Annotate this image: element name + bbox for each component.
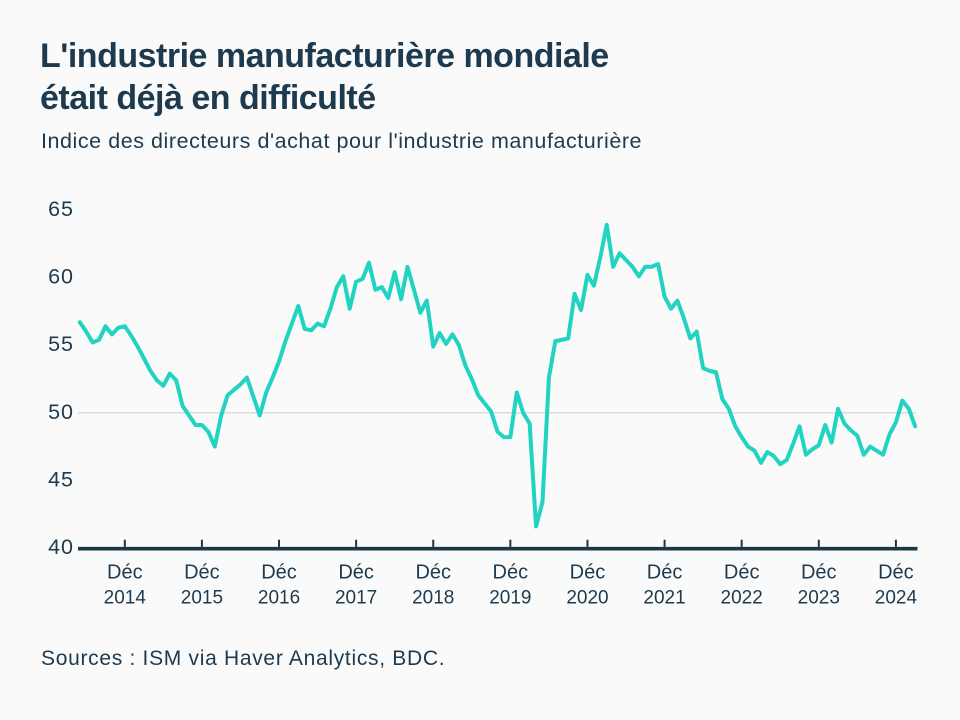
x-axis-label-month-2016: Déc — [261, 562, 297, 584]
x-axis-label-month-2020: Déc — [570, 562, 606, 584]
x-axis-label-month-2015: Déc — [184, 562, 220, 584]
x-axis-label-year-2015: 2015 — [181, 588, 223, 609]
y-axis-label-60: 60 — [48, 265, 74, 289]
x-axis-label-year-2016: 2016 — [258, 588, 300, 609]
chart-title-line2: était déjà en difficulté — [40, 78, 376, 117]
x-axis-label-year-2014: 2014 — [104, 588, 147, 609]
x-axis-label-month-2023: Déc — [801, 562, 837, 584]
x-axis-label-month-2019: Déc — [493, 562, 529, 584]
x-axis-label-year-2018: 2018 — [412, 588, 454, 609]
x-axis-label-year-2024: 2024 — [875, 588, 918, 609]
y-axis-label-45: 45 — [48, 467, 74, 491]
x-axis-label-year-2017: 2017 — [335, 588, 377, 609]
x-axis-label-year-2020: 2020 — [566, 588, 608, 609]
source-note: Sources : ISM via Haver Analytics, BDC. — [41, 647, 446, 670]
chart-subtitle: Indice des directeurs d'achat pour l'ind… — [41, 129, 643, 153]
x-axis-label-year-2019: 2019 — [489, 588, 531, 609]
x-axis-label-month-2024: Déc — [878, 562, 914, 584]
x-axis-label-year-2021: 2021 — [643, 588, 685, 609]
x-axis-label-year-2022: 2022 — [721, 588, 763, 609]
chart-title: L'industrie manufacturière mondiale était… — [40, 36, 609, 119]
y-axis-label-55: 55 — [48, 332, 74, 356]
x-axis-label-month-2014: Déc — [107, 562, 143, 584]
y-axis-label-65: 65 — [48, 197, 74, 221]
y-axis-label-50: 50 — [48, 400, 74, 424]
x-axis-label-year-2023: 2023 — [798, 588, 840, 609]
pmi-series-line — [77, 222, 918, 529]
x-axis-label-month-2018: Déc — [415, 562, 451, 584]
x-axis-label-month-2022: Déc — [724, 562, 760, 584]
x-axis-label-month-2021: Déc — [647, 562, 683, 584]
y-axis-label-40: 40 — [48, 535, 74, 559]
chart-title-line1: L'industrie manufacturière mondiale — [40, 37, 609, 75]
x-axis-label-month-2017: Déc — [338, 562, 374, 584]
